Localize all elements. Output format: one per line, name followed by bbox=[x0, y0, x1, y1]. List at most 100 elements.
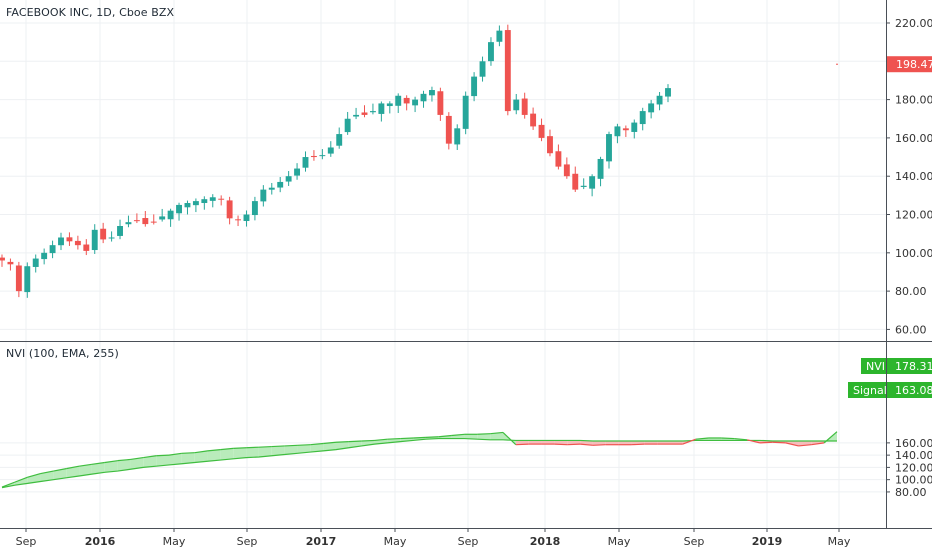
nvi-line-segment bbox=[592, 444, 606, 446]
indicator-axis-label: 120.00 bbox=[895, 461, 932, 474]
candle-body bbox=[563, 164, 570, 177]
time-axis-label: 2016 bbox=[85, 535, 116, 548]
candle-body bbox=[251, 201, 258, 216]
candle-body bbox=[167, 210, 174, 220]
nvi-line-segment bbox=[400, 437, 414, 440]
candle-body bbox=[580, 185, 587, 187]
nvi-line-segment bbox=[27, 472, 41, 478]
candle-body bbox=[336, 134, 343, 146]
time-axis-label: Sep bbox=[16, 535, 37, 548]
candle-body bbox=[648, 103, 655, 113]
nvi-fill-segment bbox=[207, 449, 221, 462]
nvi-line-segment bbox=[91, 461, 105, 465]
candle-body bbox=[488, 42, 494, 62]
candle-body bbox=[428, 90, 435, 96]
nvi-line-segment bbox=[734, 437, 748, 441]
candle-body bbox=[142, 218, 149, 225]
candle-body bbox=[235, 219, 242, 221]
candle-body bbox=[15, 265, 22, 292]
candle-body bbox=[209, 197, 216, 201]
candle-body bbox=[420, 93, 427, 102]
candle-body bbox=[656, 95, 663, 105]
candle-body bbox=[437, 91, 444, 115]
nvi-line-segment bbox=[310, 442, 324, 446]
candle-body bbox=[471, 76, 478, 97]
candle-body bbox=[184, 203, 191, 208]
nvi-fill-segment bbox=[258, 446, 272, 457]
nvi-line-segment bbox=[425, 436, 439, 438]
indicator-axis-label: 80.00 bbox=[895, 486, 927, 499]
nvi-fill-segment bbox=[490, 432, 503, 440]
nvi-fill-segment bbox=[27, 473, 41, 484]
nvi-line-segment bbox=[335, 441, 349, 443]
time-axis-label: 2019 bbox=[752, 535, 783, 548]
nvi-fill-segment bbox=[130, 457, 144, 470]
candle-body bbox=[513, 99, 520, 111]
nvi-fill-segment bbox=[336, 441, 349, 450]
candle-body bbox=[412, 99, 419, 106]
nvi-fill-segment bbox=[117, 459, 131, 472]
nvi-line-segment bbox=[695, 437, 709, 440]
candle-body bbox=[353, 114, 360, 117]
candle-body bbox=[555, 151, 562, 167]
nvi-fill-segment bbox=[66, 466, 80, 478]
price-axis-label: 120.00 bbox=[895, 209, 932, 222]
candle-body bbox=[344, 118, 351, 133]
price-axis-label: 100.00 bbox=[895, 247, 932, 260]
candle-body bbox=[133, 220, 140, 222]
candle-body bbox=[504, 30, 511, 112]
nvi-fill-segment bbox=[361, 440, 375, 446]
nvi-line-segment bbox=[502, 432, 517, 446]
candle-body bbox=[622, 128, 629, 131]
nvi-fill-segment bbox=[79, 464, 92, 476]
candle-body bbox=[24, 266, 31, 293]
nvi-line-segment bbox=[194, 450, 208, 454]
last-price-badge bbox=[887, 56, 932, 73]
nvi-fill-segment bbox=[477, 433, 491, 440]
time-axis-label: May bbox=[828, 535, 851, 548]
nvi-line-segment bbox=[104, 460, 118, 464]
time-axis-label: May bbox=[384, 535, 407, 548]
indicator-axis-label: 100.00 bbox=[895, 474, 932, 487]
candle-body bbox=[58, 237, 64, 246]
nvi-value-badge bbox=[887, 358, 932, 374]
nvi-line-segment bbox=[258, 445, 272, 448]
nvi-line-segment bbox=[53, 468, 67, 472]
nvi-line-segment bbox=[168, 452, 182, 456]
nvi-line-segment bbox=[785, 442, 799, 447]
nvi-name-badge bbox=[861, 358, 886, 374]
nvi-fill-segment bbox=[541, 440, 555, 445]
candle-body bbox=[327, 147, 334, 154]
nvi-line-segment bbox=[78, 463, 93, 467]
candle-body bbox=[150, 221, 157, 223]
candle-body bbox=[614, 126, 621, 137]
price-axis-label: 80.00 bbox=[895, 285, 927, 298]
nvi-line-segment bbox=[40, 470, 54, 475]
nvi-fill-segment bbox=[220, 448, 234, 461]
signal-value: 163.08 bbox=[895, 384, 932, 397]
candle-body bbox=[606, 134, 612, 162]
candle-body bbox=[32, 258, 39, 267]
nvi-line-segment bbox=[798, 444, 812, 447]
nvi-fill-segment bbox=[464, 434, 478, 440]
nvi-line-segment bbox=[387, 437, 401, 440]
nvi-fill-segment bbox=[40, 471, 54, 482]
nvi-line-segment bbox=[490, 431, 504, 435]
nvi-line-segment bbox=[323, 441, 337, 445]
price-axis-label: 60.00 bbox=[895, 323, 927, 336]
candle-body bbox=[319, 155, 326, 157]
candle-body bbox=[7, 261, 14, 265]
nvi-line-segment bbox=[361, 439, 375, 442]
candle-body bbox=[496, 30, 503, 42]
nvi-line-segment bbox=[580, 443, 593, 446]
nvi-line-segment bbox=[117, 458, 131, 462]
indicator-axis-label: 140.00 bbox=[895, 449, 932, 462]
candle-body bbox=[454, 128, 461, 145]
nvi-line-segment bbox=[554, 443, 568, 446]
nvi-fill-segment bbox=[284, 445, 298, 455]
nvi-fill-segment bbox=[169, 453, 182, 465]
nvi-fill-segment bbox=[708, 437, 722, 441]
nvi-value: 178.31 bbox=[895, 360, 932, 373]
